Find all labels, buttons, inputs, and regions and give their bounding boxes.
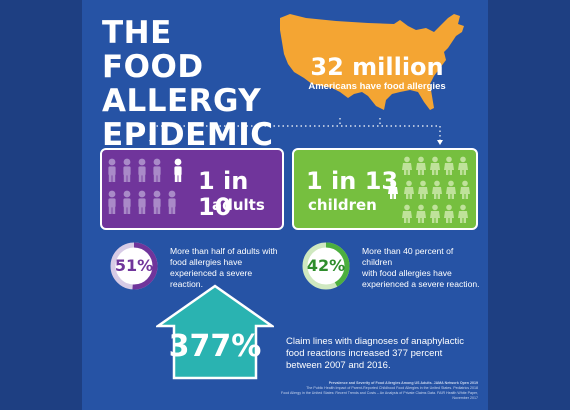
adults-percent-ring [110, 242, 158, 290]
source-line: Food Allergy in the United States: Recen… [281, 391, 478, 400]
sources-footnote: Prevalence and Severity of Food Allergie… [280, 381, 478, 401]
children-stat-box: 1 in 13 children [292, 148, 478, 230]
title-line-2: ALLERGY [102, 83, 262, 119]
adults-people-icons [108, 158, 182, 214]
increase-description-line: between 2007 and 2016. [286, 360, 391, 371]
adults-description: More than half of adults with food aller… [170, 246, 282, 290]
title-line-3: EPIDEMIC [102, 117, 274, 153]
children-description: More than 40 percent of children with fo… [362, 246, 480, 290]
adults-label: adults [212, 196, 265, 214]
increase-percent: 377% [168, 329, 262, 364]
adults-percent: 51% [114, 256, 154, 275]
adults-description-line: experienced a severe reaction. [170, 268, 253, 289]
infographic-title: THE FOOD ALLERGY EPIDEMIC [102, 15, 274, 153]
children-ratio: 1 in 13 [306, 167, 399, 195]
title-line-1: THE FOOD [102, 15, 204, 85]
adults-description-line: More than half of adults with [170, 246, 278, 256]
children-people-icons [388, 156, 470, 223]
adults-description-line: food allergies have [170, 257, 243, 267]
adults-ratio: 1 in 10 [198, 167, 249, 221]
children-description-line: More than 40 percent of children [362, 246, 454, 267]
source-line: Prevalence and Severity of Food Allergie… [328, 381, 478, 385]
children-description-line: with food allergies have [362, 268, 452, 278]
increase-arrow-icon [156, 284, 274, 380]
children-percent: 42% [306, 256, 346, 275]
children-description-line: experienced a severe reaction. [362, 279, 480, 289]
increase-description-line: Claim lines with diagnoses of anaphylact… [286, 336, 464, 347]
source-line: The Public Health Impact of Parent-Repor… [306, 386, 478, 390]
headline-number: 32 million [310, 53, 444, 81]
children-percent-ring [302, 242, 350, 290]
headline-caption: Americans have food allergies [308, 81, 446, 92]
adults-stat-box: 1 in 10 adults [100, 148, 284, 230]
increase-description: Claim lines with diagnoses of anaphylact… [286, 336, 476, 372]
increase-description-line: food reactions increased 377 percent [286, 348, 443, 359]
children-label: children [308, 196, 377, 214]
us-map-icon [280, 14, 464, 110]
